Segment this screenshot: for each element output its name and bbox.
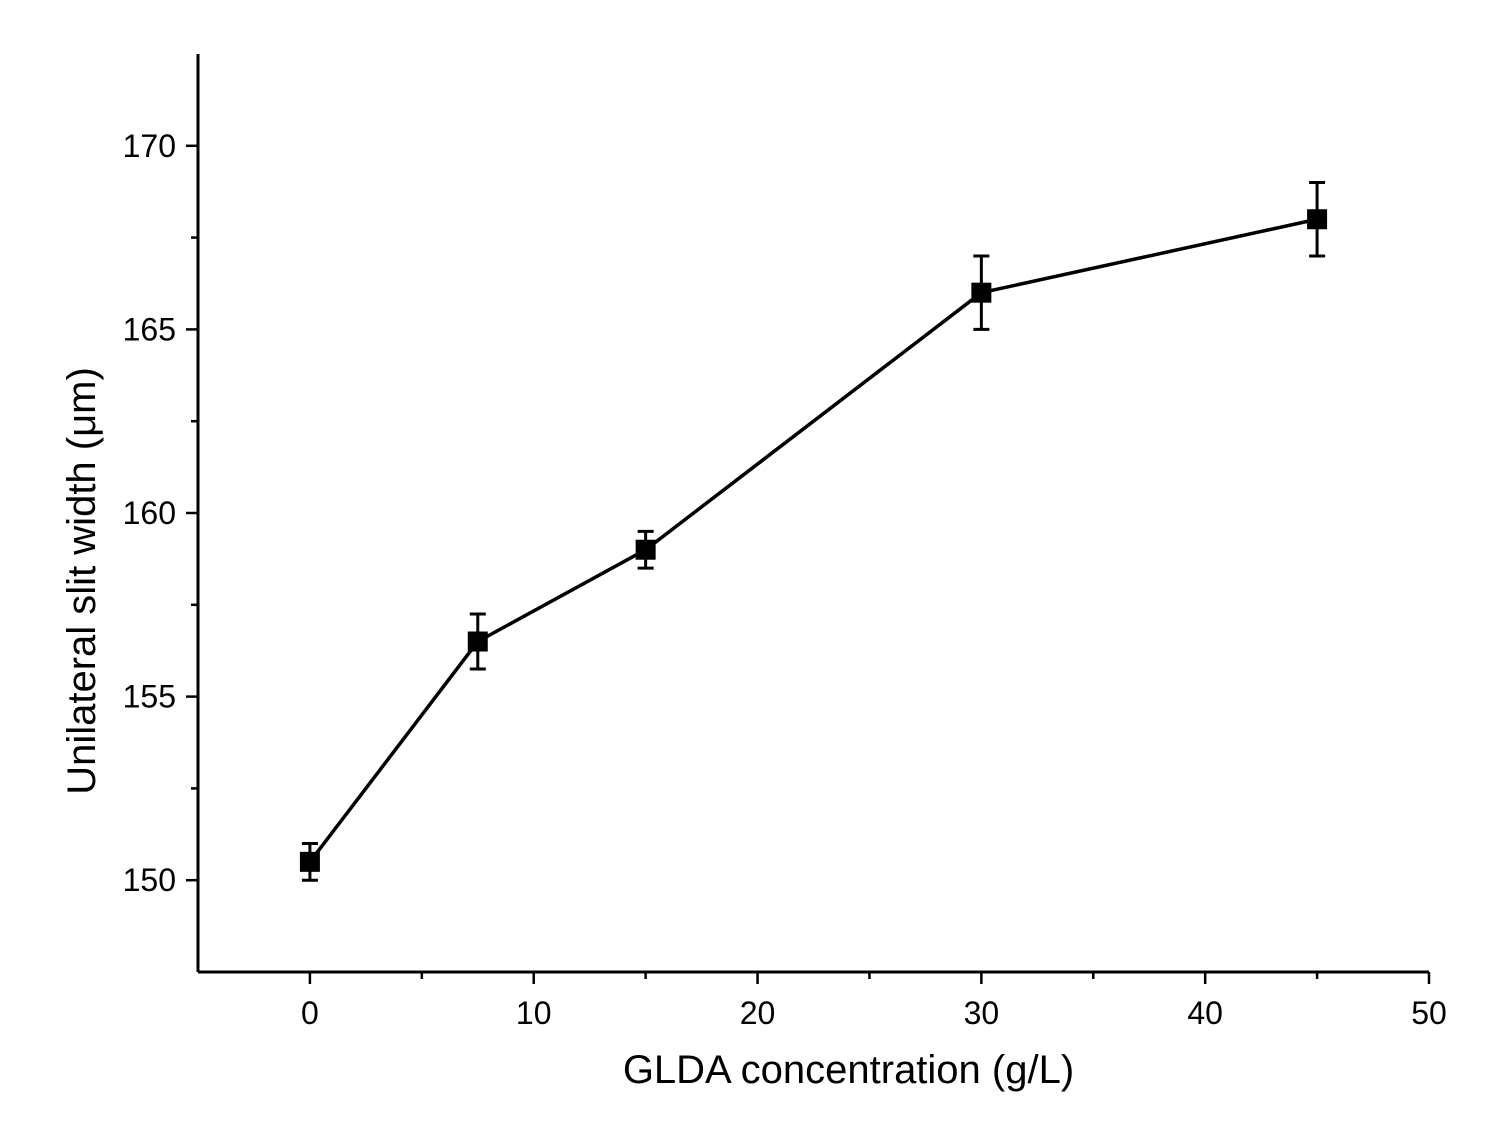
- axes: [196, 54, 1429, 974]
- y-axis-title: Unilateral slit width (μm): [60, 367, 104, 795]
- x-tick-label: 40: [1187, 995, 1223, 1031]
- x-tick-label: 50: [1411, 995, 1447, 1031]
- y-tick-label: 155: [123, 679, 176, 715]
- data-point-marker: [635, 539, 656, 560]
- data-point-marker: [1307, 209, 1328, 230]
- x-tick-label: 30: [964, 995, 1000, 1031]
- y-tick-label: 165: [123, 311, 176, 347]
- series-line: [308, 217, 1318, 863]
- x-tick-label: 20: [740, 995, 776, 1031]
- data-point-marker: [299, 851, 320, 872]
- y-tick-label: 160: [123, 495, 176, 531]
- x-tick-label: 0: [301, 995, 319, 1031]
- data-point-marker: [971, 282, 992, 303]
- data-point-marker: [467, 631, 488, 652]
- ticks: [186, 144, 1431, 984]
- x-tick-label: 10: [516, 995, 552, 1031]
- y-tick-label: 170: [123, 128, 176, 164]
- x-axis-title: GLDA concentration (g/L): [623, 1048, 1074, 1092]
- series: [299, 181, 1328, 882]
- y-tick-label: 150: [123, 862, 176, 898]
- tick-labels: 0 10 20 30 40 50 150 155 160 165 170: [123, 128, 1447, 1031]
